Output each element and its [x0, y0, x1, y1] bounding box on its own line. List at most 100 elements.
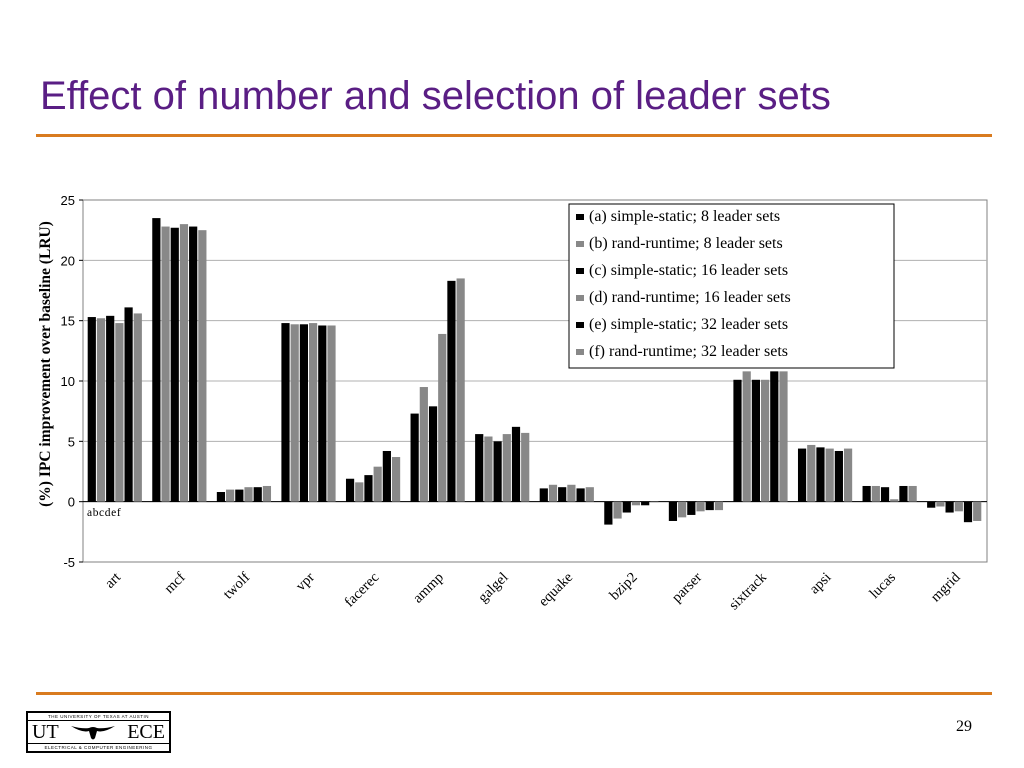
bar-mgrid-e: [963, 501, 973, 523]
bar-vpr-a: [281, 323, 290, 502]
bar-ammp-e: [447, 280, 456, 502]
legend-entry: (a) simple-static; 8 leader sets: [589, 208, 780, 225]
bar-mgrid-a: [927, 501, 936, 508]
bar-art-d: [115, 323, 124, 502]
bar-apsi-c: [816, 447, 825, 502]
bar-mcf-d: [179, 224, 189, 502]
bar-mgrid-f: [973, 501, 982, 521]
x-tick-label: facerec: [341, 570, 382, 611]
bar-chart: -5 0 5 10 15 20 25 art mcf twolf vpr facerec ammp gal…: [37, 193, 988, 613]
bar-sixtrack-e: [770, 371, 779, 502]
x-tick-label: apsi: [807, 570, 835, 598]
bar-galgel-e: [511, 426, 521, 502]
x-tick-label: galgel: [475, 570, 511, 606]
bar-mcf-a: [152, 218, 161, 502]
bar-ammp-f: [456, 278, 465, 502]
legend-entry: (b) rand-runtime; 8 leader sets: [589, 235, 783, 252]
legend-entry: (e) simple-static; 32 leader sets: [589, 316, 788, 333]
bar-vpr-b: [290, 324, 299, 502]
bar-sixtrack-b: [742, 371, 751, 502]
bar-equake-b: [548, 484, 558, 502]
legend-entry: (c) simple-static; 16 leader sets: [589, 262, 788, 279]
y-tick-label: 25: [61, 193, 75, 208]
logo-top-text: THE UNIVERSITY OF TEXAS AT AUSTIN: [28, 713, 169, 721]
bar-vpr-e: [318, 325, 327, 502]
logo-ece-text: ECE: [127, 721, 165, 743]
y-tick-label: 0: [68, 495, 75, 510]
bar-facerec-b: [355, 482, 364, 502]
page-number: 29: [956, 718, 972, 735]
bar-parser-f: [714, 501, 724, 511]
x-tick-label: art: [102, 570, 124, 592]
bar-bzip2-e: [641, 501, 650, 506]
bar-twolf-e: [253, 487, 262, 502]
bar-parser-d: [696, 501, 705, 512]
bar-apsi-a: [797, 448, 807, 502]
longhorn-icon: [70, 726, 115, 740]
bar-facerec-c: [364, 475, 373, 502]
bar-vpr-c: [299, 324, 308, 502]
bar-art-c: [106, 315, 115, 502]
bar-galgel-f: [521, 432, 530, 502]
legend-swatch: [576, 214, 584, 220]
bar-bzip2-b: [613, 501, 622, 519]
x-tick-label: bzip2: [607, 570, 641, 604]
x-tick-label: lucas: [867, 569, 900, 602]
x-tick-label: twolf: [220, 569, 253, 602]
bar-vpr-f: [327, 325, 336, 502]
bar-sixtrack-f: [779, 371, 788, 502]
y-axis-label: (%) IPC improvement over baseline (LRU): [37, 221, 54, 507]
bar-mgrid-b: [936, 501, 945, 507]
bar-apsi-b: [807, 444, 816, 502]
x-tick-label: vpr: [293, 569, 318, 594]
x-tick-label: parser: [669, 569, 705, 605]
legend-entry: (d) rand-runtime; 16 leader sets: [589, 289, 791, 306]
bar-art-b: [96, 318, 106, 502]
bar-lucas-b: [871, 485, 880, 502]
bar-facerec-e: [382, 450, 391, 502]
legend-swatch: [576, 322, 584, 328]
bar-mgrid-d: [954, 501, 963, 512]
bar-apsi-d: [825, 448, 834, 502]
footer-rule: [36, 692, 992, 695]
bar-ammp-a: [410, 413, 419, 502]
bar-mcf-f: [198, 230, 207, 502]
bar-art-e: [124, 307, 133, 502]
slide-title: Effect of number and selection of leader…: [40, 74, 831, 118]
x-tick-label: ammp: [410, 570, 447, 607]
bar-lucas-f: [908, 485, 917, 502]
bar-sixtrack-c: [751, 379, 760, 502]
x-tick-label: mcf: [161, 569, 188, 596]
bar-galgel-d: [502, 434, 511, 502]
bar-vpr-d: [309, 323, 318, 502]
bar-facerec-a: [345, 478, 355, 502]
bar-apsi-e: [834, 450, 843, 502]
bar-bzip2-c: [622, 501, 631, 513]
bar-bzip2-d: [631, 501, 641, 506]
bar-ammp-d: [438, 333, 447, 502]
bar-sixtrack-d: [761, 379, 770, 502]
bar-mgrid-c: [945, 501, 954, 513]
bar-ammp-b: [419, 387, 428, 502]
bar-parser-c: [687, 501, 696, 515]
bar-equake-a: [539, 488, 548, 502]
x-tick-label: equake: [536, 570, 576, 610]
logo-bottom-text: ELECTRICAL & COMPUTER ENGINEERING: [28, 743, 169, 751]
bar-galgel-c: [493, 441, 502, 502]
bar-galgel-a: [475, 434, 484, 502]
bar-apsi-f: [843, 448, 853, 502]
bar-equake-f: [585, 487, 594, 502]
bar-equake-c: [558, 487, 567, 502]
bar-art-a: [87, 317, 96, 502]
legend-swatch: [576, 295, 584, 301]
bar-twolf-d: [244, 487, 253, 502]
bar-twolf-c: [235, 489, 244, 502]
legend-entry: (f) rand-runtime; 32 leader sets: [589, 343, 788, 360]
bar-mcf-e: [189, 226, 198, 502]
bar-parser-b: [678, 501, 687, 518]
bar-sixtrack-a: [733, 379, 742, 502]
bar-bzip2-a: [604, 501, 613, 525]
bar-twolf-b: [226, 489, 235, 502]
bar-mcf-c: [170, 227, 179, 502]
bar-equake-e: [576, 488, 585, 502]
